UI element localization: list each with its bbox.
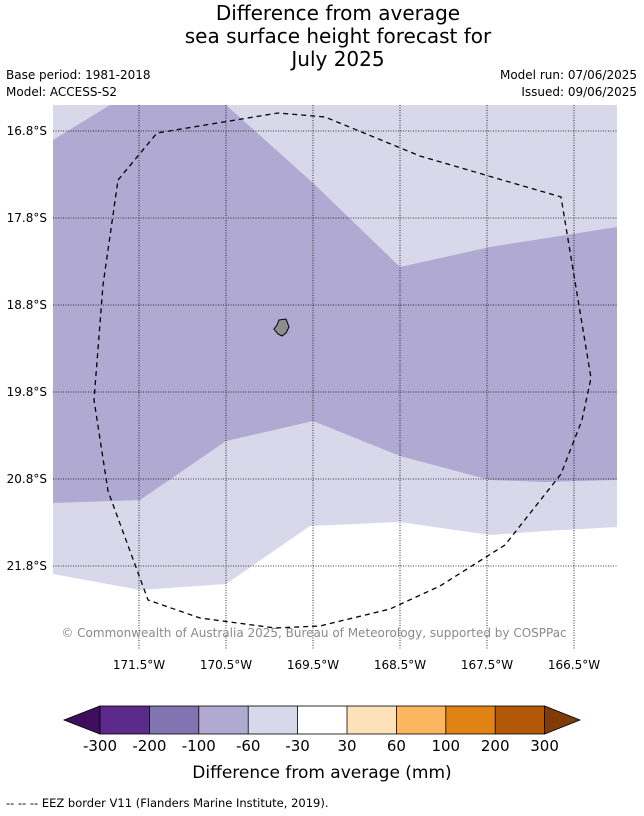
lon-label: 166.5°W (548, 658, 600, 672)
meta-right: Model run: 07/06/2025 Issued: 09/06/2025 (500, 67, 637, 101)
colorbar-segment (297, 706, 347, 734)
colorbar-tick-label: 30 (337, 737, 356, 755)
lat-label: 16.8°S (7, 124, 47, 138)
lon-label: 168.5°W (374, 658, 426, 672)
colorbar-tick-label: 60 (387, 737, 406, 755)
colorbar-segments (100, 706, 545, 734)
model-run: Model run: 07/06/2025 (499, 68, 637, 82)
colorbar-outline (99, 705, 546, 735)
lon-label: 170.5°W (200, 658, 252, 672)
colorbar-segment (149, 706, 199, 734)
issued-date: Issued: 09/06/2025 (521, 85, 637, 99)
lat-label: 19.8°S (7, 385, 47, 399)
colorbar-segment (445, 706, 496, 734)
colorbar-label: Difference from average (mm) (192, 763, 451, 783)
anomaly-band-medium (53, 105, 617, 503)
base-period: Base period: 1981-2018 (6, 68, 151, 82)
colorbar-tick-label: -100 (182, 737, 216, 755)
colorbar-tick-label: 300 (530, 737, 559, 755)
gridlines (53, 105, 617, 650)
colorbar-segment (495, 706, 545, 734)
lat-label: 18.8°S (7, 298, 47, 312)
colorbar-segment (248, 706, 298, 734)
colorbar-tick-label: -300 (83, 737, 117, 755)
colorbar-segment (347, 706, 397, 734)
colorbar-under-arrow (62, 705, 101, 735)
title-line-1: Difference from average (215, 1, 461, 25)
colorbar-dividers (148, 706, 496, 734)
latitude-labels: 16.8°S 17.8°S 18.8°S 19.8°S 20.8°S 21.8°… (7, 124, 47, 573)
copyright-text: © Commonwealth of Australia 2025, Bureau… (61, 626, 566, 640)
colorbar-segment (396, 706, 446, 734)
colorbar-tick-label: 100 (431, 737, 460, 755)
lon-label: 169.5°W (287, 658, 339, 672)
title-line-2: sea surface height forecast for (184, 24, 492, 48)
lat-label: 21.8°S (7, 559, 47, 573)
lon-label: 167.5°W (461, 658, 513, 672)
colorbar-tick-label: -60 (236, 737, 261, 755)
colorbar: -300 -200 -100 -60 -30 30 60 100 200 300… (62, 705, 582, 783)
eez-border (93, 112, 592, 629)
colorbar-over-arrow (544, 705, 582, 735)
title-line-3: July 2025 (291, 47, 385, 71)
colorbar-segment (100, 706, 150, 734)
model-name: Model: ACCESS-S2 (6, 85, 118, 99)
colorbar-tick-labels: -300 -200 -100 -60 -30 30 60 100 200 300 (83, 737, 559, 755)
colorbar-tick-label: 200 (481, 737, 510, 755)
colorbar-tick-label: -200 (132, 737, 166, 755)
lon-label: 171.5°W (113, 658, 165, 672)
lat-label: 20.8°S (7, 472, 47, 486)
meta-left: Base period: 1981-2018 Model: ACCESS-S2 (6, 67, 151, 101)
longitude-labels: 171.5°W 170.5°W 169.5°W 168.5°W 167.5°W … (113, 658, 600, 672)
island-landmass (273, 318, 290, 337)
map-title: Difference from average sea surface heig… (0, 2, 644, 71)
colorbar-tick-label: -30 (285, 737, 310, 755)
map-panel: © Commonwealth of Australia 2025, Bureau… (53, 105, 617, 650)
colorbar-segment (198, 706, 249, 734)
lat-label: 17.8°S (7, 211, 47, 225)
eez-footnote: -- -- -- EEZ border V11 (Flanders Marine… (6, 796, 329, 810)
